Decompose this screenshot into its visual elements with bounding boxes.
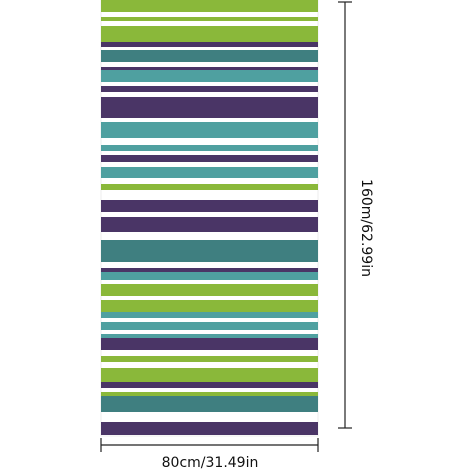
stripe bbox=[101, 67, 318, 70]
stripe bbox=[101, 338, 318, 350]
stripe bbox=[101, 382, 318, 388]
stripe bbox=[101, 97, 318, 118]
stripe bbox=[101, 50, 318, 62]
stripe bbox=[101, 0, 318, 12]
stripe bbox=[101, 356, 318, 362]
stripe bbox=[101, 422, 318, 435]
stripe bbox=[101, 145, 318, 151]
stripe bbox=[101, 322, 318, 330]
stripe bbox=[101, 368, 318, 382]
stripe bbox=[101, 272, 318, 280]
stripe bbox=[101, 17, 318, 21]
stripe bbox=[101, 26, 318, 42]
stripe bbox=[101, 284, 318, 296]
stripe bbox=[101, 268, 318, 272]
stripe bbox=[101, 42, 318, 47]
stripe bbox=[101, 155, 318, 162]
stripe bbox=[101, 200, 318, 212]
stripe bbox=[101, 240, 318, 262]
stripe bbox=[101, 334, 318, 338]
stripe bbox=[101, 122, 318, 138]
stripe bbox=[101, 217, 318, 232]
stripe bbox=[101, 167, 318, 178]
stripe bbox=[101, 86, 318, 92]
stripe bbox=[101, 392, 318, 396]
stripe bbox=[101, 184, 318, 190]
stripe bbox=[101, 312, 318, 318]
stripe bbox=[101, 300, 318, 312]
stripe bbox=[101, 396, 318, 412]
width-label: 80cm/31.49in bbox=[162, 455, 259, 470]
stripe bbox=[101, 70, 318, 82]
striped-rug bbox=[100, 0, 319, 437]
height-label: 160m/62.99in bbox=[358, 179, 374, 277]
